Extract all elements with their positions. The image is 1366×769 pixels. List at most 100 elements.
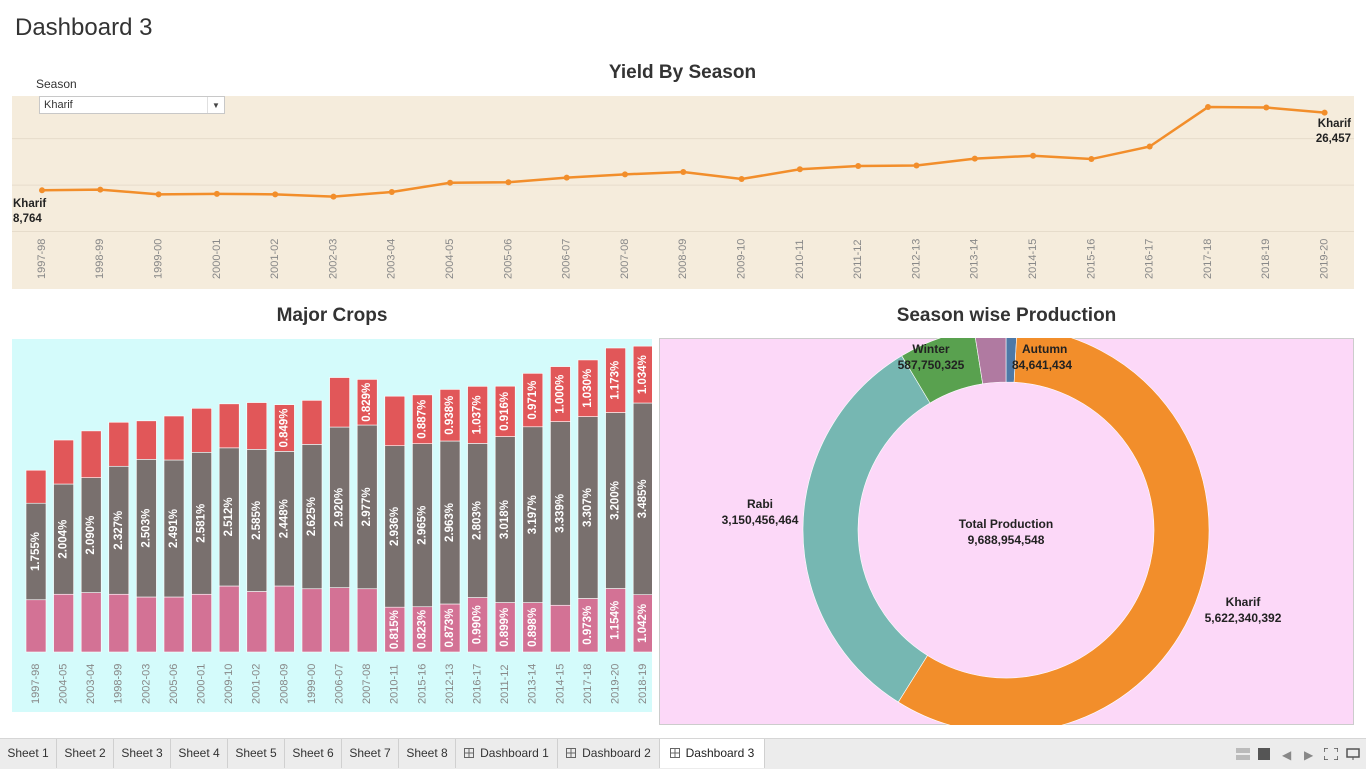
data-point: [680, 169, 687, 176]
tab-label: Sheet 2: [64, 746, 106, 760]
fullscreen-icon[interactable]: [1323, 747, 1339, 763]
bar-data-label: 0.849%: [278, 409, 290, 448]
data-point: [1030, 152, 1037, 159]
center-label: Total Production: [959, 517, 1053, 531]
slice-label-value: 587,750,325: [898, 358, 965, 372]
data-point: [388, 189, 395, 195]
bar-data-label: 1.037%: [472, 395, 484, 434]
x-tick-label: 2003-04: [386, 239, 398, 279]
x-tick-label: 1998-99: [113, 664, 125, 704]
x-tick-label: 2011-12: [499, 664, 511, 704]
dashboard-icon: [669, 740, 680, 758]
chevron-down-icon[interactable]: ▼: [207, 97, 224, 113]
season-filter-dropdown[interactable]: Kharif ▼: [39, 96, 225, 114]
bar-data-label: 0.815%: [389, 610, 401, 649]
bar-segment: [301, 588, 323, 653]
bar-data-label: 2.963%: [444, 503, 456, 542]
bar-data-label: 2.512%: [223, 497, 235, 536]
bar-data-label: 0.873%: [444, 608, 456, 647]
data-point: [971, 155, 978, 162]
bar-segment: [108, 593, 130, 653]
tab-sheet-8[interactable]: Sheet 8: [399, 739, 456, 768]
tab-sheet-5[interactable]: Sheet 5: [228, 739, 285, 768]
filmstrip-view-icon[interactable]: [1258, 748, 1270, 763]
presentation-mode-icon[interactable]: [1346, 748, 1360, 763]
bar-segment: [136, 420, 157, 460]
tab-sheet-2[interactable]: Sheet 2: [57, 739, 114, 768]
data-point: [563, 174, 570, 181]
sheet-tab-bar: Sheet 1 Sheet 2 Sheet 3 Sheet 4 Sheet 5 Sheet…: [0, 738, 1366, 769]
tab-label: Sheet 5: [235, 746, 277, 760]
bar-segment: [356, 379, 378, 426]
dashboard-icon: [464, 740, 475, 758]
bar-data-label: 2.920%: [334, 488, 346, 527]
bar-data-label: 0.971%: [527, 381, 539, 420]
tab-dashboard-1[interactable]: Dashboard 1: [456, 739, 558, 768]
x-tick-label: 1997-98: [36, 239, 48, 279]
grid-view-icon[interactable]: [1236, 748, 1250, 763]
data-point: [622, 171, 628, 178]
x-tick-label: 1999-00: [306, 664, 318, 704]
x-tick-label: 2019-20: [1319, 239, 1331, 279]
bar-segment: [25, 469, 47, 504]
plot-background: [12, 96, 1354, 289]
tab-label: Sheet 3: [121, 746, 163, 760]
bar-segment: [356, 588, 378, 653]
bar-segment: [191, 407, 212, 453]
bar-data-label: 1.755%: [30, 532, 42, 571]
x-tick-label: 1997-98: [30, 664, 42, 704]
tab-sheet-3[interactable]: Sheet 3: [114, 739, 171, 768]
tab-sheet-7[interactable]: Sheet 7: [342, 739, 399, 768]
bar-data-label: 2.977%: [361, 487, 373, 526]
bar-segment: [274, 404, 295, 452]
x-tick-label: 2003-04: [85, 664, 97, 704]
tab-dashboard-2[interactable]: Dashboard 2: [558, 739, 660, 768]
x-tick-label: 2007-08: [619, 239, 631, 279]
x-tick-label: 2000-01: [211, 239, 223, 279]
bar-segment: [246, 591, 268, 653]
x-tick-label: 2010-11: [794, 239, 806, 279]
bar-segment: [53, 593, 74, 653]
bar-segment: [136, 596, 157, 653]
x-tick-label: 2005-06: [168, 664, 180, 704]
bar-segment: [163, 596, 185, 653]
tab-label: Sheet 7: [349, 746, 391, 760]
bar-segment: [494, 385, 516, 437]
x-tick-label: 2012-13: [444, 664, 456, 704]
x-tick-label: 1998-99: [94, 239, 106, 279]
x-tick-label: 2015-16: [1085, 239, 1097, 279]
bar-segment: [191, 593, 212, 653]
crops-chart-title: Major Crops: [276, 305, 388, 326]
x-tick-label: 2013-14: [527, 664, 539, 704]
bar-data-label: 1.154%: [610, 601, 622, 640]
tab-label: Dashboard 3: [685, 746, 755, 760]
tab-sheet-4[interactable]: Sheet 4: [171, 739, 228, 768]
data-point: [272, 191, 279, 198]
dashboard-icon: [566, 740, 577, 758]
bar-data-label: 2.004%: [58, 520, 70, 559]
previous-sheet-icon[interactable]: ◀: [1282, 748, 1292, 762]
tab-label: Dashboard 2: [582, 746, 651, 760]
bar-segment: [53, 439, 74, 485]
bar-segment: [577, 359, 599, 417]
bar-data-label: 1.042%: [637, 604, 649, 643]
bar-segment: [522, 373, 544, 428]
bar-segment: [329, 587, 350, 653]
x-tick-label: 2001-02: [251, 664, 263, 704]
end-label-name: Kharif: [1318, 118, 1351, 130]
slice-label-value: 84,641,434: [1012, 358, 1072, 372]
x-tick-label: 2001-02: [269, 239, 281, 279]
x-tick-label: 2016-17: [1144, 239, 1156, 279]
slice-label-name: Rabi: [747, 497, 773, 511]
bar-data-label: 0.829%: [361, 383, 373, 422]
tab-sheet-6[interactable]: Sheet 6: [285, 739, 342, 768]
x-tick-label: 2008-09: [677, 239, 689, 279]
next-sheet-icon[interactable]: ▶: [1304, 748, 1314, 762]
tab-dashboard-3[interactable]: Dashboard 3: [660, 739, 765, 768]
tab-sheet-1[interactable]: Sheet 1: [0, 739, 57, 768]
bar-data-label: 3.307%: [582, 488, 594, 527]
page-title: Dashboard 3: [15, 14, 153, 41]
bar-data-label: 1.173%: [610, 361, 622, 400]
season-filter-value: Kharif: [44, 99, 73, 111]
bar-data-label: 2.327%: [113, 511, 125, 550]
